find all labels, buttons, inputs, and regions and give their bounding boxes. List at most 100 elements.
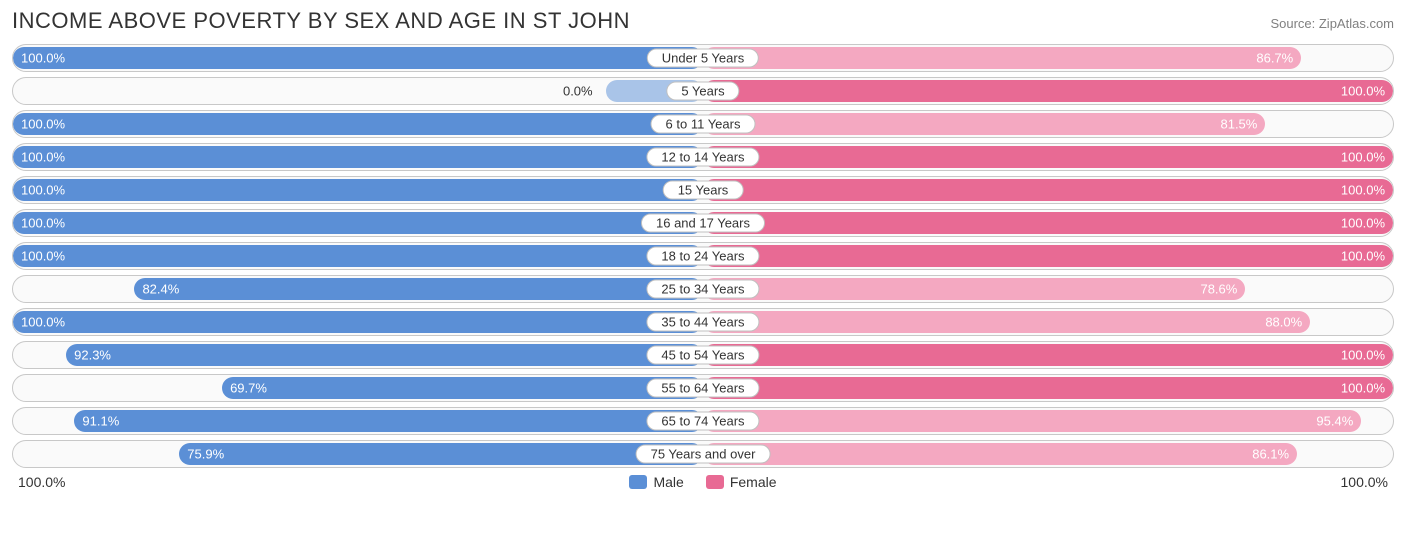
female-half: 100.0% [703, 375, 1393, 401]
female-bar [703, 278, 1245, 300]
female-value: 81.5% [1220, 117, 1265, 132]
female-value: 100.0% [1341, 216, 1393, 231]
male-half: 82.4% [13, 276, 703, 302]
swatch-male-icon [629, 475, 647, 489]
male-value: 92.3% [66, 348, 111, 363]
female-bar [703, 410, 1361, 432]
age-label: 65 to 74 Years [646, 412, 759, 431]
female-bar [703, 146, 1393, 168]
poverty-chart: INCOME ABOVE POVERTY BY SEX AND AGE IN S… [0, 0, 1406, 496]
male-value: 100.0% [13, 51, 65, 66]
male-bar [74, 410, 703, 432]
male-half: 91.1% [13, 408, 703, 434]
female-bar [703, 443, 1297, 465]
male-half: 0.0% [13, 78, 703, 104]
chart-row: 82.4% 78.6% 25 to 34 Years [12, 275, 1394, 303]
legend-male-label: Male [653, 474, 683, 490]
chart-row: 69.7% 100.0%55 to 64 Years [12, 374, 1394, 402]
age-label: 5 Years [666, 82, 739, 101]
male-bar [134, 278, 703, 300]
female-half: 95.4% [703, 408, 1393, 434]
age-label: 55 to 64 Years [646, 379, 759, 398]
male-half: 100.0% [13, 144, 703, 170]
female-half: 100.0% [703, 342, 1393, 368]
male-half: 100.0% [13, 45, 703, 71]
male-value: 100.0% [13, 249, 65, 264]
male-bar [222, 377, 703, 399]
axis-label-left: 100.0% [18, 474, 65, 490]
female-bar [703, 311, 1310, 333]
female-value: 100.0% [1341, 348, 1393, 363]
male-value: 0.0% [563, 84, 593, 99]
chart-row: 75.9% 86.1% 75 Years and over [12, 440, 1394, 468]
age-label: Under 5 Years [647, 49, 759, 68]
male-half: 75.9% [13, 441, 703, 467]
male-half: 100.0% [13, 177, 703, 203]
chart-row: 92.3% 100.0% 45 to 54 Years [12, 341, 1394, 369]
male-half: 100.0% [13, 309, 703, 335]
male-bar [66, 344, 703, 366]
male-value: 100.0% [13, 183, 65, 198]
male-half: 100.0% [13, 210, 703, 236]
age-label: 6 to 11 Years [651, 115, 756, 134]
chart-row: 100.0%100.0%12 to 14 Years [12, 143, 1394, 171]
male-bar [13, 47, 703, 69]
male-half: 100.0% [13, 243, 703, 269]
age-label: 18 to 24 Years [646, 247, 759, 266]
male-bar [13, 146, 703, 168]
chart-row: 100.0% 100.0% 15 Years [12, 176, 1394, 204]
chart-row: 91.1% 95.4% 65 to 74 Years [12, 407, 1394, 435]
female-half: 100.0% [703, 243, 1393, 269]
legend-female-label: Female [730, 474, 777, 490]
age-label: 35 to 44 Years [646, 313, 759, 332]
chart-row: 100.0% 81.5% 6 to 11 Years [12, 110, 1394, 138]
female-half: 100.0% [703, 210, 1393, 236]
age-label: 15 Years [663, 181, 744, 200]
chart-row: 100.0% 86.7%Under 5 Years [12, 44, 1394, 72]
male-half: 69.7% [13, 375, 703, 401]
female-half: 100.0% [703, 144, 1393, 170]
chart-row: 0.0% 100.0%5 Years [12, 77, 1394, 105]
female-half: 81.5% [703, 111, 1393, 137]
female-bar [703, 212, 1393, 234]
male-half: 92.3% [13, 342, 703, 368]
female-bar [703, 179, 1393, 201]
male-value: 100.0% [13, 216, 65, 231]
female-half: 100.0% [703, 78, 1393, 104]
male-value: 75.9% [179, 447, 224, 462]
chart-row: 100.0%100.0%16 and 17 Years [12, 209, 1394, 237]
male-bar [13, 113, 703, 135]
male-value: 69.7% [222, 381, 267, 396]
chart-footer: 100.0% Male Female 100.0% [12, 474, 1394, 490]
age-label: 25 to 34 Years [646, 280, 759, 299]
chart-header: INCOME ABOVE POVERTY BY SEX AND AGE IN S… [12, 8, 1394, 34]
female-value: 78.6% [1200, 282, 1245, 297]
legend: Male Female [65, 474, 1340, 490]
male-value: 100.0% [13, 117, 65, 132]
female-bar [703, 377, 1393, 399]
male-value: 100.0% [13, 150, 65, 165]
male-value: 91.1% [74, 414, 119, 429]
female-half: 78.6% [703, 276, 1393, 302]
legend-male: Male [629, 474, 683, 490]
age-label: 45 to 54 Years [646, 346, 759, 365]
age-label: 12 to 14 Years [646, 148, 759, 167]
male-value: 100.0% [13, 315, 65, 330]
female-value: 86.1% [1252, 447, 1297, 462]
male-bar [179, 443, 703, 465]
female-bar [703, 113, 1265, 135]
female-bar [703, 47, 1301, 69]
male-bar [13, 311, 703, 333]
axis-label-right: 100.0% [1341, 474, 1388, 490]
female-half: 86.7% [703, 45, 1393, 71]
female-bar [703, 80, 1393, 102]
female-half: 86.1% [703, 441, 1393, 467]
male-half: 100.0% [13, 111, 703, 137]
chart-source: Source: ZipAtlas.com [1270, 16, 1394, 31]
female-value: 100.0% [1341, 183, 1393, 198]
female-value: 95.4% [1316, 414, 1361, 429]
chart-row: 100.0% 88.0%35 to 44 Years [12, 308, 1394, 336]
male-value: 82.4% [134, 282, 179, 297]
age-label: 75 Years and over [636, 445, 771, 464]
female-half: 88.0% [703, 309, 1393, 335]
